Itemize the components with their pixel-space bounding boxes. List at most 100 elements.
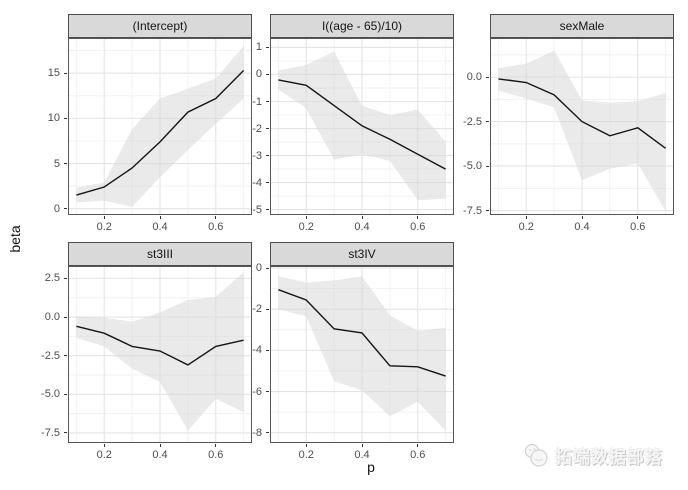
facet-panel-st3iv: st3IV 0 -2 -4 -6 -8 0.2 0.4 0.6: [230, 242, 454, 469]
panel-svg: [68, 266, 252, 443]
facet-strip-title: st3III: [146, 247, 173, 261]
panel-border: [270, 38, 454, 215]
y-tick-mark: [266, 432, 269, 434]
x-tick-mark: [361, 444, 363, 447]
y-tick-mark: [486, 210, 489, 212]
y-tick-mark: [266, 73, 269, 75]
x-tick-label: 0.2: [298, 221, 314, 233]
y-axis-title: beta: [7, 225, 23, 253]
facet-strip: sexMale: [490, 14, 674, 38]
x-tick-mark: [525, 216, 527, 219]
x-tick-label: 0.4: [152, 221, 168, 233]
estimate-line: [278, 79, 446, 170]
y-tick-mark: [64, 163, 67, 165]
y-tick-mark: [64, 117, 67, 119]
panel-plot-area: [490, 38, 674, 215]
y-tick-label: -2: [252, 122, 262, 135]
y-tick-label: 15: [47, 67, 60, 80]
y-axis: 0 -2 -4 -6 -8: [230, 262, 270, 443]
panel-border: [490, 38, 674, 215]
y-tick-label: -5.0: [463, 160, 482, 173]
y-tick-label: -3: [252, 149, 262, 162]
y-tick-label: 0: [255, 68, 262, 81]
y-axis: 2.5 0.0 -2.5 -5.0 -7.5: [28, 266, 68, 443]
x-tick-mark: [361, 216, 363, 219]
y-axis: 15 10 5 0: [28, 38, 68, 215]
y-tick-label: -7.5: [463, 204, 482, 217]
x-axis: 0.2 0.4 0.6: [68, 215, 252, 239]
panel-plot-area: [270, 38, 454, 215]
x-tick-mark: [581, 216, 583, 219]
x-axis: 0.2 0.4 0.6: [270, 443, 454, 467]
x-tick-label: 0.2: [96, 449, 112, 461]
y-tick-mark: [486, 76, 489, 78]
y-tick-mark: [64, 432, 67, 434]
x-tick-mark: [159, 444, 161, 447]
confidence-ribbon: [498, 50, 666, 212]
x-tick-mark: [417, 444, 419, 447]
x-tick-mark: [103, 216, 105, 219]
y-tick-mark: [64, 277, 67, 279]
y-tick-label: -2.5: [41, 349, 60, 362]
facet-panel-st3iii: st3III 2.5 0.0 -2.5 -5.0 -7.5 0.2 0.4 0.6: [28, 242, 252, 469]
x-axis: 0.2 0.4 0.6: [68, 443, 252, 467]
facet-panel-sexmale: sexMale 0.0 -2.5 -5.0 -7.5 0.2 0.4 0.6: [450, 14, 674, 241]
y-tick-label: 0: [255, 262, 262, 275]
watermark: 拓端数据部落: [523, 442, 663, 469]
facet-strip: st3III: [68, 242, 252, 266]
x-tick-label: 0.4: [574, 221, 590, 233]
panel-plot-area: [68, 38, 252, 215]
y-tick-mark: [64, 208, 67, 210]
x-tick-mark: [215, 444, 217, 447]
estimate-line: [278, 289, 446, 377]
facet-panel-intercept: (Intercept) 15 10 5 0 0.2 0.4 0.6: [28, 14, 252, 241]
panel-svg: [270, 38, 454, 215]
y-axis: 0.0 -2.5 -5.0 -7.5: [450, 38, 490, 217]
x-tick-mark: [215, 216, 217, 219]
y-tick-mark: [64, 72, 67, 74]
facet-strip: st3IV: [270, 242, 454, 266]
y-tick-mark: [266, 155, 269, 157]
x-tick-label: 0.6: [208, 221, 224, 233]
x-tick-label: 0.2: [298, 449, 314, 461]
confidence-ribbon: [76, 46, 244, 207]
y-tick-label: -4: [252, 176, 262, 189]
x-tick-mark: [305, 216, 307, 219]
y-tick-label: -5.0: [41, 388, 60, 401]
y-tick-label: -5: [252, 203, 262, 216]
panel-border: [68, 266, 252, 443]
facet-strip-title: (Intercept): [132, 19, 188, 33]
y-tick-mark: [266, 46, 269, 48]
x-tick-mark: [103, 444, 105, 447]
watermark-text: 拓端数据部落: [555, 448, 663, 467]
y-tick-mark: [486, 165, 489, 167]
facet-strip-title: I((age - 65)/10): [321, 19, 403, 33]
y-tick-mark: [64, 355, 67, 357]
x-tick-label: 0.4: [152, 449, 168, 461]
x-tick-mark: [159, 216, 161, 219]
y-tick-label: -2: [252, 303, 262, 316]
y-tick-label: -2.5: [463, 115, 482, 128]
x-tick-label: 0.2: [96, 221, 112, 233]
y-tick-label: 0.0: [44, 311, 60, 323]
y-tick-mark: [266, 267, 269, 269]
x-tick-label: 0.6: [410, 449, 426, 461]
y-tick-mark: [266, 349, 269, 351]
panel-svg: [490, 38, 674, 215]
x-tick-label: 0.6: [208, 449, 224, 461]
y-tick-label: -8: [252, 426, 262, 439]
x-tick-mark: [637, 216, 639, 219]
facet-strip-title: st3IV: [348, 247, 376, 261]
panel-svg: [270, 266, 454, 443]
y-tick-label: 1: [255, 41, 262, 54]
y-tick-mark: [64, 316, 67, 318]
x-tick-label: 0.6: [630, 221, 646, 233]
panel-border: [270, 266, 454, 443]
y-tick-mark: [64, 393, 67, 395]
facet-panel-age: I((age - 65)/10) 1 0 -1 -2 -3 -4 -5 0.2 0.4 0.6: [230, 14, 454, 241]
estimate-line: [76, 70, 245, 196]
y-tick-mark: [266, 128, 269, 130]
y-axis: 1 0 -1 -2 -3 -4 -5: [230, 38, 270, 216]
x-tick-label: 0.4: [354, 221, 370, 233]
